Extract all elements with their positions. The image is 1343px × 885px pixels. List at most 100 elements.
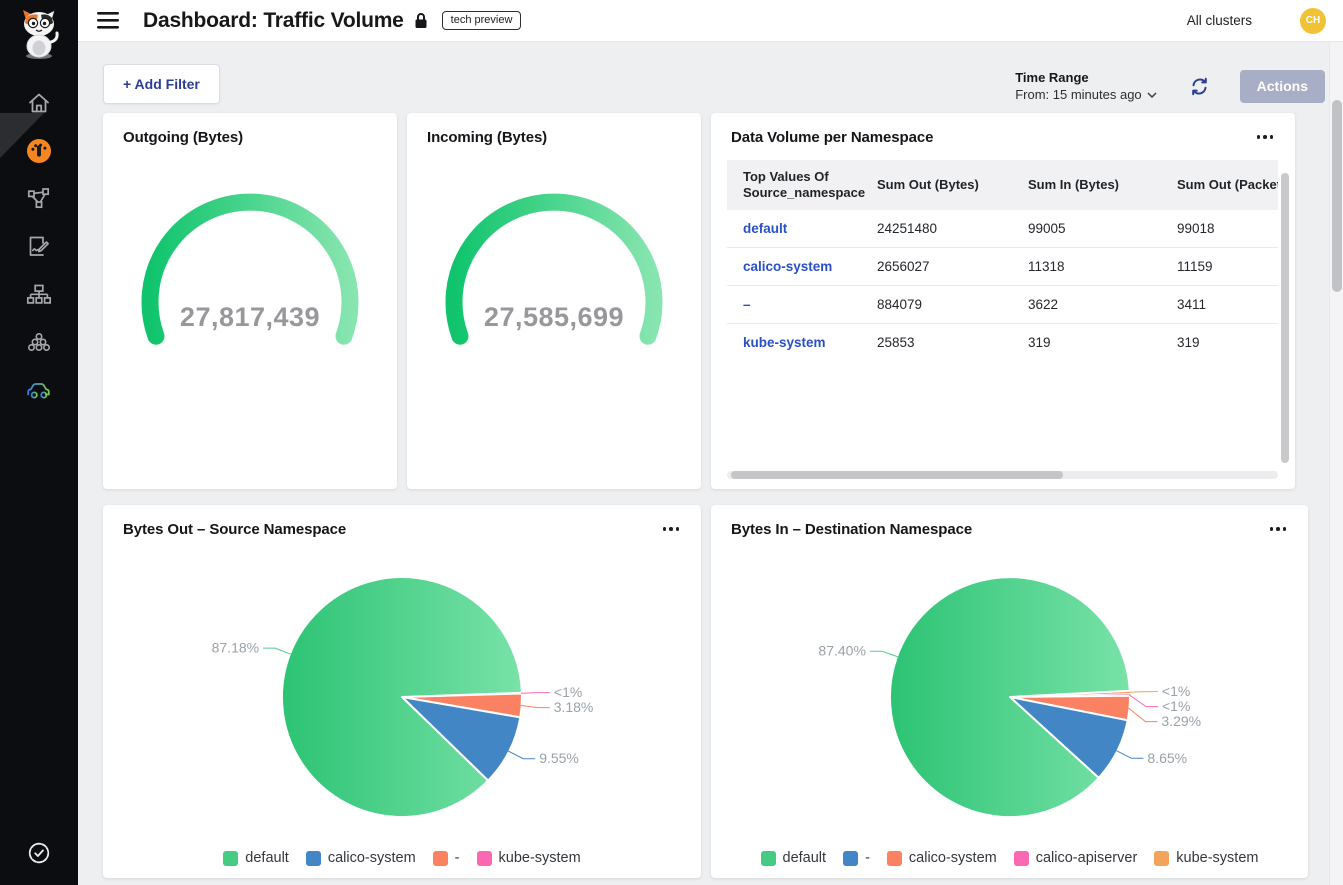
legend-item[interactable]: default — [760, 850, 827, 866]
legend-item[interactable]: - — [843, 850, 870, 866]
legend-swatch — [1013, 850, 1029, 866]
legend-swatch — [1154, 850, 1170, 866]
pie-label: 87.40% — [818, 643, 865, 659]
page-title: Dashboard: Traffic Volume — [143, 8, 404, 32]
dashboard-content: + Add Filter Time Range From: 15 minutes… — [78, 42, 1343, 885]
table-row: –884079 3622 3411 — [727, 285, 1278, 324]
legend-swatch — [886, 850, 902, 866]
table-horizontal-scrollbar[interactable] — [727, 471, 1278, 479]
cluster-selector[interactable]: All clusters — [1186, 13, 1252, 28]
dashboard-gauge-icon[interactable] — [0, 138, 78, 164]
pie-label: 3.18% — [554, 699, 594, 715]
gauge-arc — [141, 193, 359, 345]
table-cell: 24251480 — [877, 221, 938, 236]
pie-label: 87.18% — [212, 640, 259, 656]
column-header[interactable]: Sum Out (Packets) — [1161, 160, 1278, 210]
pie-label-line — [1128, 694, 1158, 708]
table-body: default 24251480 99005 99018 calico-system 26… — [727, 210, 1278, 361]
pie-label-line — [507, 750, 536, 760]
gauge-chart — [445, 193, 663, 345]
legend-item[interactable]: kube-system — [476, 850, 581, 866]
namespace-link[interactable]: – — [727, 285, 861, 324]
pie-label-line — [520, 692, 550, 694]
chart-legend: default calico-system - kube-system — [103, 850, 701, 866]
home-icon[interactable] — [0, 90, 78, 116]
more-options-button[interactable] — [1253, 131, 1278, 143]
lock-icon — [414, 12, 428, 29]
gauge-value: 27,585,699 — [483, 302, 625, 332]
page-scrollbar[interactable] — [1329, 42, 1343, 885]
table-cell: 319 — [1012, 323, 1161, 361]
pie-chart[interactable]: <1%3.18% 9.55% 87.18% — [103, 545, 701, 845]
page-scrollbar-thumb[interactable] — [1332, 100, 1342, 292]
pie-label: <1% — [1162, 698, 1190, 714]
table-cell: 2656027 — [861, 247, 1012, 286]
column-header[interactable]: Sum In (Bytes) — [1012, 160, 1161, 210]
legend-item[interactable]: default — [223, 850, 289, 866]
pie-label: 8.65% — [1147, 750, 1187, 766]
actions-button[interactable]: Actions — [1239, 69, 1325, 103]
network-topology-icon[interactable] — [0, 282, 78, 308]
legend-label: default — [782, 850, 827, 866]
pie-label: 3.29% — [1161, 713, 1201, 729]
more-options-button[interactable] — [1266, 523, 1291, 535]
pie-chart[interactable]: <1%<1%3.29%8.65%87.40% — [711, 545, 1308, 845]
policies-icon[interactable] — [0, 234, 78, 260]
calico-cat-logo[interactable] — [0, 8, 78, 62]
pie-label-line — [1128, 691, 1158, 693]
refresh-button[interactable] — [1189, 76, 1210, 97]
legend-label: calico-apiserver — [1035, 850, 1138, 866]
card-title: Outgoing (Bytes) — [123, 129, 244, 146]
pie-label-line — [520, 704, 550, 709]
bytes-in-pie-card: Bytes In – Destination Namespace <1% <1% 3… — [711, 505, 1308, 878]
legend-item[interactable]: - — [432, 850, 460, 866]
namespace-link[interactable]: kube-system — [727, 323, 861, 361]
gauge-arc — [445, 193, 663, 345]
pie-label-line — [1115, 750, 1144, 759]
table-cell: 99005 — [1028, 221, 1066, 236]
table-cell: 99018 — [1177, 221, 1215, 236]
table-row: default 24251480 99005 99018 — [727, 210, 1278, 248]
legend-swatch — [476, 850, 492, 866]
column-header[interactable]: Sum Out (Bytes) — [861, 160, 1012, 210]
pie-label: <1% — [554, 684, 582, 700]
service-graph-icon[interactable] — [0, 186, 78, 212]
table-cell: 3411 — [1161, 285, 1278, 324]
pie-label-line — [263, 647, 292, 655]
legend-item[interactable]: calico-system — [886, 850, 997, 866]
outgoing-bytes-card: Outgoing (Bytes) 27,817,439 — [103, 113, 397, 489]
time-range-dropdown[interactable]: Time Range From: 15 minutes ago — [1015, 70, 1157, 102]
cluster-icon[interactable] — [0, 330, 78, 356]
verified-check-icon[interactable] — [0, 841, 78, 865]
legend-label: default — [245, 850, 289, 866]
namespace-link[interactable]: default — [743, 221, 788, 236]
legend-swatch — [432, 850, 448, 866]
data-volume-table-card: Data Volume per Namespace Top Values Of … — [711, 113, 1295, 489]
gauge-value: 27,817,439 — [179, 302, 321, 332]
avatar[interactable]: CH — [1300, 7, 1326, 34]
pie-label-line — [1128, 707, 1158, 723]
car-icon[interactable] — [0, 376, 78, 402]
legend-swatch — [223, 850, 239, 866]
chevron-down-icon — [1147, 91, 1157, 98]
more-options-button[interactable] — [659, 523, 684, 535]
hamburger-menu-icon[interactable] — [97, 12, 119, 29]
legend-item[interactable]: kube-system — [1154, 850, 1258, 866]
gauge-chart — [141, 193, 359, 345]
tech-preview-badge: tech preview — [441, 11, 522, 30]
pie-label: <1% — [1162, 683, 1190, 699]
table-head-row: Top Values Of Source_namespace Sum Out (B… — [727, 160, 1278, 210]
bytes-out-pie-card: Bytes Out – Source Namespace <1% 3.18% 9.5… — [103, 505, 701, 878]
table-cell: 3622 — [1012, 285, 1161, 324]
time-range-value: From: 15 minutes ago — [1015, 87, 1142, 102]
add-filter-button[interactable]: + Add Filter — [103, 64, 220, 104]
card-title: Bytes In – Destination Namespace — [731, 521, 973, 538]
card-title: Bytes Out – Source Namespace — [123, 521, 347, 538]
column-header[interactable]: Top Values Of Source_namespace — [727, 160, 865, 210]
legend-item[interactable]: calico-system — [305, 850, 416, 866]
table-cell: 11318 — [1012, 247, 1161, 286]
legend-item[interactable]: calico-apiserver — [1013, 850, 1138, 866]
table-vertical-scrollbar[interactable] — [1281, 173, 1289, 463]
pie-label: 9.55% — [539, 750, 579, 766]
namespace-link[interactable]: calico-system — [727, 247, 861, 286]
